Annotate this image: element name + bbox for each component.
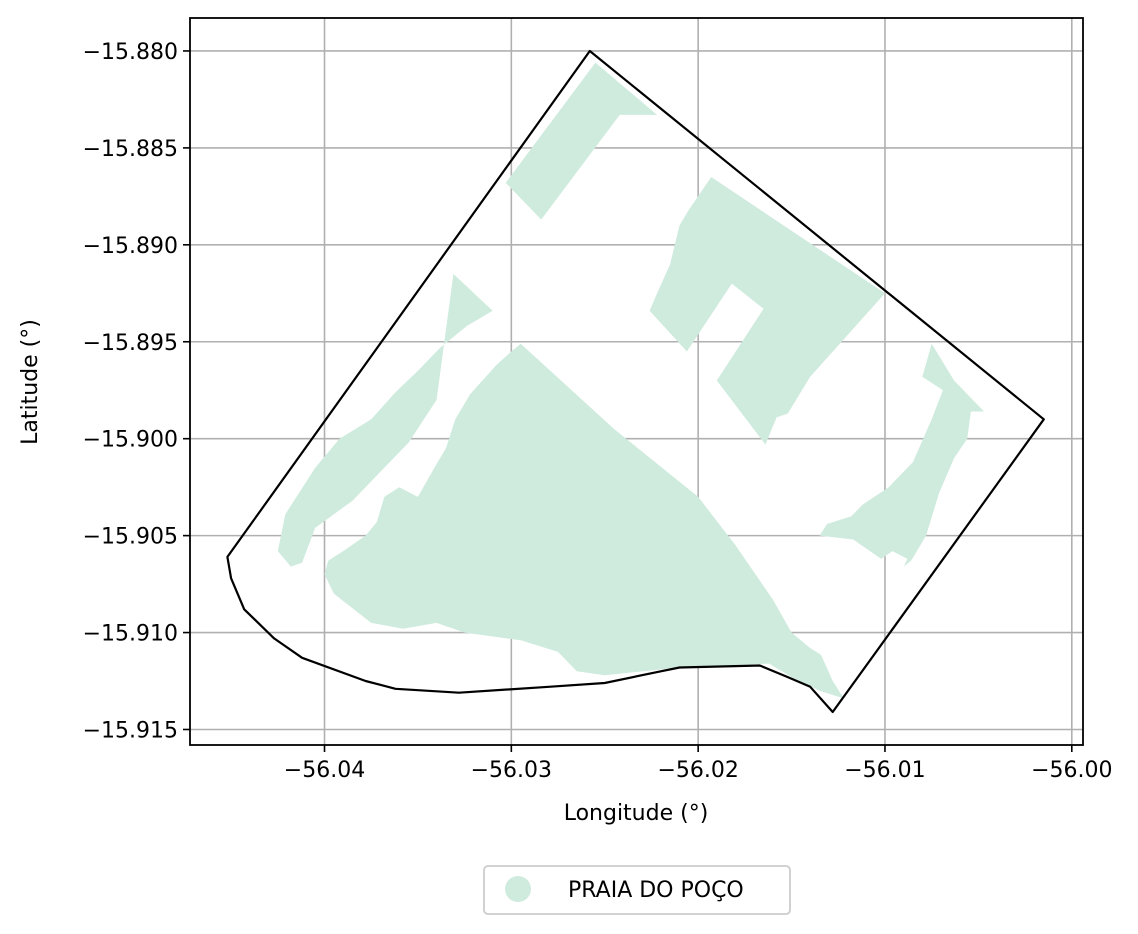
y-tick-label: −15.885	[83, 137, 178, 162]
x-tick-label: −56.00	[1031, 758, 1112, 783]
area-polygon	[505, 62, 658, 220]
y-tick-label: −15.895	[83, 331, 178, 356]
legend-frame	[483, 865, 791, 915]
y-axis-ticks: −15.880 −15.885 −15.890 −15.895 −15.900 −15.9…	[83, 40, 190, 743]
area-polygon	[277, 273, 493, 567]
y-tick-label: −15.900	[83, 428, 178, 453]
x-tick-label: −56.01	[844, 758, 925, 783]
legend-marker-icon	[505, 876, 531, 902]
area-polygons	[277, 62, 984, 699]
x-tick-label: −56.04	[284, 758, 365, 783]
legend-label: PRAIA DO POÇO	[568, 878, 744, 903]
y-tick-label: −15.905	[83, 525, 178, 550]
x-axis-label: Longitude (°)	[564, 801, 709, 826]
y-tick-label: −15.890	[83, 234, 178, 259]
y-tick-label: −15.880	[83, 40, 178, 65]
x-tick-label: −56.03	[471, 758, 552, 783]
x-axis-ticks: −56.04 −56.03 −56.02 −56.01 −56.00	[284, 745, 1113, 783]
area-polygon	[819, 343, 984, 567]
plot-frame	[189, 17, 1084, 746]
y-tick-label: −15.915	[83, 718, 178, 743]
legend: PRAIA DO POÇO	[483, 865, 791, 915]
boundary-outline	[226, 49, 1045, 714]
x-tick-label: −56.02	[657, 758, 738, 783]
area-polygon	[324, 343, 844, 699]
boundary-line	[226, 49, 1045, 714]
y-tick-label: −15.910	[83, 622, 178, 647]
area-polygon	[649, 177, 885, 445]
y-axis-label: Latitude (°)	[18, 319, 43, 445]
